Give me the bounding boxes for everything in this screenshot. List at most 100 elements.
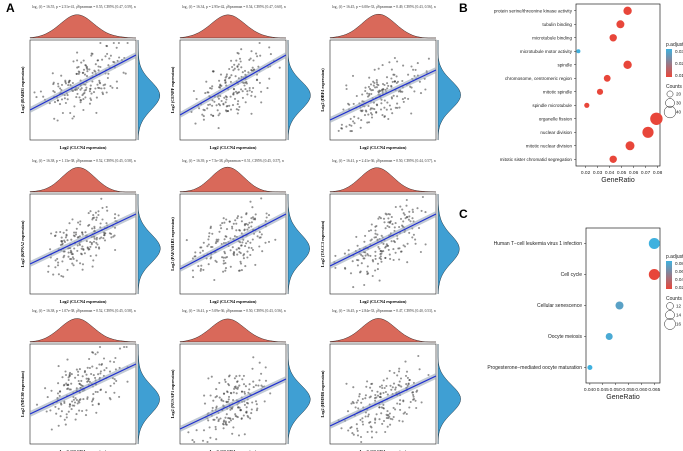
data-point: [111, 86, 114, 89]
data-point: [343, 252, 346, 255]
data-point: [383, 83, 386, 87]
data-point: [245, 222, 248, 225]
data-point: [94, 211, 97, 214]
data-point: [250, 90, 253, 93]
data-point: [67, 255, 70, 258]
data-point: [243, 84, 246, 87]
data-point: [225, 423, 228, 426]
data-point: [94, 376, 97, 379]
data-point: [81, 231, 84, 234]
data-point: [103, 234, 106, 237]
data-point: [373, 108, 376, 111]
data-point: [70, 373, 73, 376]
data-point: [353, 122, 356, 125]
data-point: [383, 106, 386, 109]
data-point: [229, 80, 232, 83]
data-point: [108, 57, 111, 60]
data-point: [247, 226, 250, 229]
data-point: [349, 117, 352, 120]
data-point: [89, 87, 92, 91]
data-point: [416, 389, 419, 392]
size-legend-label: 40: [676, 110, 682, 115]
data-point: [340, 127, 343, 130]
data-point: [197, 265, 200, 268]
data-point: [218, 230, 221, 233]
data-point: [391, 418, 394, 421]
x-axis-label: Log2 (CLCN4 expression): [210, 299, 257, 304]
enrichment-dot: [616, 20, 625, 29]
data-point: [95, 111, 98, 114]
data-point: [64, 423, 67, 426]
data-point: [55, 231, 58, 234]
data-point: [399, 377, 403, 380]
data-point: [61, 260, 64, 263]
data-point: [89, 97, 92, 100]
data-point: [222, 256, 225, 259]
data-point: [378, 406, 381, 409]
data-point: [401, 420, 404, 423]
data-point: [350, 124, 353, 127]
y-density-curve: [287, 194, 310, 295]
data-point: [85, 75, 89, 78]
data-point: [359, 418, 362, 421]
data-point: [89, 241, 92, 244]
data-point: [218, 79, 221, 82]
data-point: [389, 108, 393, 111]
data-point: [363, 283, 366, 287]
data-point: [237, 68, 240, 71]
data-point: [374, 269, 377, 272]
data-point: [53, 117, 56, 120]
data-point: [231, 227, 234, 230]
data-point: [402, 244, 405, 247]
data-point: [260, 90, 263, 93]
data-point: [263, 400, 266, 403]
data-point: [228, 421, 231, 424]
data-point: [82, 398, 85, 401]
enrichment-dot: [605, 333, 613, 340]
data-point: [198, 107, 201, 110]
data-point: [388, 253, 391, 256]
data-point: [251, 238, 254, 241]
data-point: [91, 403, 94, 407]
data-point: [240, 220, 243, 223]
plot-frame: [29, 343, 137, 445]
data-point: [185, 239, 188, 242]
data-point: [347, 102, 350, 105]
plot-frame: [179, 343, 287, 445]
data-point: [383, 99, 386, 102]
data-point: [235, 392, 238, 395]
data-point: [218, 396, 221, 399]
data-point: [107, 72, 110, 75]
data-point: [65, 234, 68, 237]
data-point: [359, 435, 363, 439]
data-point: [388, 104, 391, 107]
data-point: [71, 218, 74, 221]
data-point: [236, 215, 240, 218]
data-point: [53, 91, 56, 94]
data-point: [232, 250, 236, 254]
data-point: [105, 205, 108, 209]
data-point: [229, 108, 233, 111]
stat-annotation: log₂ (f) = 16.34, p = 2.95e-42, ρ̂Spearm…: [182, 5, 286, 10]
data-point: [114, 356, 117, 360]
data-point: [405, 383, 408, 386]
data-point: [250, 112, 253, 115]
y-density-curve: [287, 40, 311, 141]
data-point: [369, 83, 373, 86]
data-point: [361, 109, 364, 112]
data-point: [358, 395, 361, 398]
data-point: [56, 264, 60, 267]
data-point: [379, 217, 382, 220]
data-point: [355, 235, 358, 238]
data-point: [65, 229, 68, 232]
data-point: [380, 102, 383, 105]
data-point: [375, 103, 378, 106]
data-point: [249, 253, 252, 257]
data-point: [357, 407, 360, 410]
data-point: [412, 395, 415, 398]
data-point: [373, 421, 377, 424]
data-point: [369, 254, 372, 257]
data-point: [364, 394, 367, 397]
data-point: [77, 400, 80, 403]
